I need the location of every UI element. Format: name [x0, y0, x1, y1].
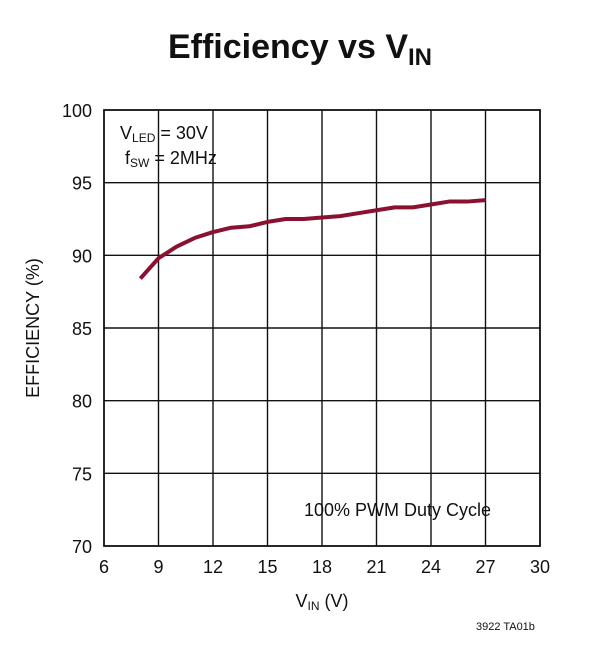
series-point-efficiency-5 [230, 227, 232, 229]
series-point-efficiency-9 [303, 218, 305, 220]
x-tick-label-15: 15 [257, 557, 277, 577]
x-tick-label-6: 6 [99, 557, 109, 577]
series-point-efficiency-8 [285, 218, 287, 220]
series-point-efficiency-1 [158, 257, 160, 259]
series-point-efficiency-19 [485, 199, 487, 201]
chart-title-main: Efficiency vs V [168, 28, 408, 66]
y-axis-label: EFFICIENCY (%) [23, 258, 43, 398]
annotation-fsw-suffix: = 2MHz [149, 148, 217, 168]
series-point-efficiency-17 [448, 201, 450, 203]
series-point-efficiency-15 [412, 207, 414, 209]
y-tick-label-85: 85 [72, 319, 92, 339]
annotation-fsw-prefix: f [125, 148, 131, 168]
x-tick-label-30: 30 [530, 557, 550, 577]
series-point-efficiency-0 [140, 278, 142, 280]
grid-layer [104, 110, 540, 546]
annotation-vled-prefix: V [120, 123, 132, 143]
series-point-efficiency-12 [358, 212, 360, 214]
series-line-efficiency [138, 198, 486, 280]
series-point-efficiency-10 [321, 217, 323, 219]
x-tick-label-21: 21 [366, 557, 386, 577]
plot-border [103, 109, 541, 547]
chart-title: Efficiency vs VIN [168, 28, 432, 71]
x-axis-label-suffix: (V) [320, 591, 349, 611]
y-tick-label-100: 100 [62, 101, 92, 121]
annotation-vled: VLED = 30V [120, 123, 208, 145]
series-point-efficiency-11 [339, 215, 341, 217]
series-point-efficiency-18 [467, 201, 469, 203]
series-point-efficiency-3 [194, 237, 196, 239]
x-axis-label-main: V [295, 591, 307, 611]
y-tick-label-80: 80 [72, 392, 92, 412]
y-tick-label-75: 75 [72, 464, 92, 484]
series-point-efficiency-14 [394, 207, 396, 209]
x-tick-label-12: 12 [203, 557, 223, 577]
series-point-efficiency-4 [212, 231, 214, 233]
x-tick-label-9: 9 [153, 557, 163, 577]
annotation-fsw: fSW = 2MHz [125, 148, 217, 170]
series-layer [138, 198, 487, 280]
x-axis-label: VIN (V) [295, 591, 348, 613]
annotation-mode: 100% PWM Duty Cycle [304, 500, 491, 520]
x-tick-label-27: 27 [475, 557, 495, 577]
chart-title-subscript: IN [408, 44, 432, 71]
y-tick-label-70: 70 [72, 537, 92, 557]
annotation-fsw-subscript: SW [130, 156, 150, 170]
annotation-vled-subscript: LED [132, 131, 156, 145]
y-tick-label-95: 95 [72, 174, 92, 194]
series-point-efficiency-13 [376, 209, 378, 211]
series-point-efficiency-16 [430, 204, 432, 206]
series-point-efficiency-2 [176, 246, 178, 248]
x-axis-label-subscript: IN [308, 599, 320, 613]
frame-layer [103, 109, 541, 547]
x-tick-label-24: 24 [421, 557, 441, 577]
x-tick-label-18: 18 [312, 557, 332, 577]
series-point-efficiency-7 [267, 221, 269, 223]
annotation-vled-suffix: = 30V [155, 123, 208, 143]
figure-footer: 3922 TA01b [476, 621, 535, 633]
series-point-efficiency-6 [249, 225, 251, 227]
y-tick-label-90: 90 [72, 246, 92, 266]
